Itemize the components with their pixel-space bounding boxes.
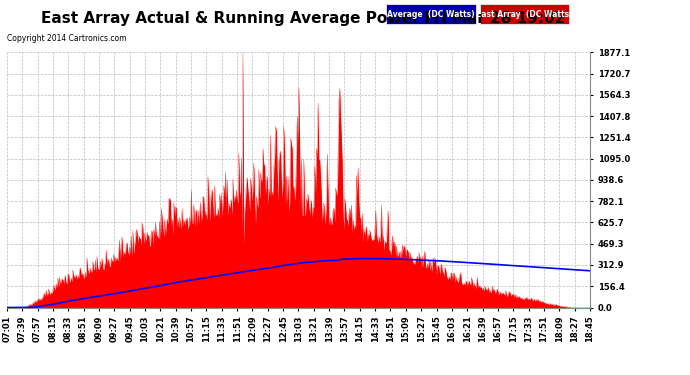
- Text: East Array Actual & Running Average Power Fri Mar 28 19:02: East Array Actual & Running Average Powe…: [41, 11, 566, 26]
- Text: East Array  (DC Watts): East Array (DC Watts): [476, 10, 573, 18]
- Text: Copyright 2014 Cartronics.com: Copyright 2014 Cartronics.com: [7, 34, 126, 43]
- Text: Average  (DC Watts): Average (DC Watts): [388, 10, 475, 18]
